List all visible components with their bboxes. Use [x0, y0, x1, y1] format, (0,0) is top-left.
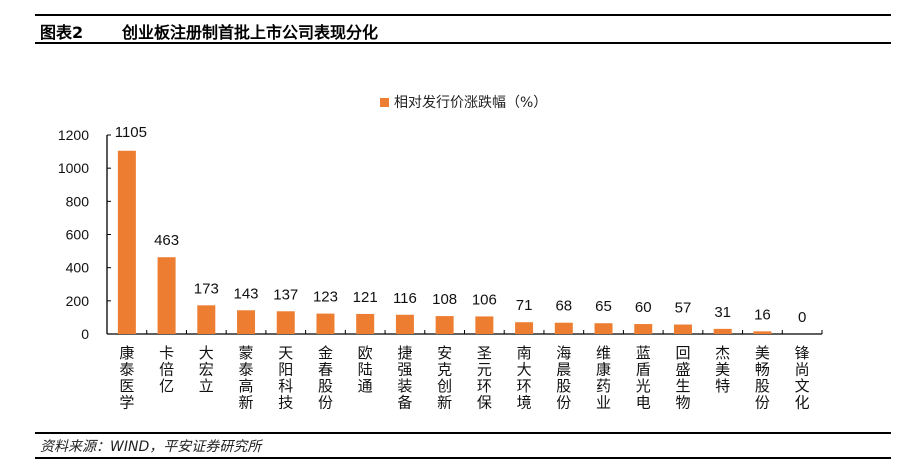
- category-label: 锋尚文化: [795, 345, 810, 412]
- bars: [117, 150, 772, 334]
- data-label: 57: [675, 300, 692, 317]
- data-label: 106: [472, 291, 497, 308]
- header-bottom-rule: [35, 42, 891, 44]
- bar: [316, 313, 335, 334]
- category-label: 回盛生物: [675, 345, 690, 412]
- data-label: 143: [234, 285, 259, 302]
- bar: [276, 311, 295, 334]
- category-label: 美畅股份: [755, 345, 770, 412]
- bar: [515, 322, 534, 334]
- data-label: 123: [313, 289, 338, 306]
- category-label: 天阳科技: [278, 345, 293, 412]
- figure-number: 图表2: [40, 23, 84, 42]
- y-tick-label: 0: [81, 326, 89, 342]
- legend-label: 相对发行价涨跌幅（%）: [394, 95, 548, 111]
- data-label: 1105: [115, 124, 147, 141]
- data-label: 137: [273, 286, 298, 303]
- data-label: 121: [353, 289, 378, 306]
- category-label: 南大环境: [517, 345, 532, 412]
- data-label: 173: [194, 280, 219, 297]
- bar: [475, 316, 494, 334]
- data-label: 116: [393, 290, 417, 307]
- category-label: 欧陆通: [358, 345, 373, 395]
- category-label: 卡倍亿: [159, 345, 174, 395]
- category-label: 海晨股份: [556, 345, 571, 412]
- bar: [237, 310, 256, 334]
- bar: [594, 323, 613, 334]
- data-label: 68: [555, 298, 572, 315]
- category-label: 捷强装备: [397, 345, 412, 412]
- data-label: 65: [595, 298, 612, 315]
- x-axis: [106, 330, 823, 335]
- footer-bottom-rule: [35, 457, 891, 459]
- y-tick-label: 600: [66, 227, 90, 243]
- data-label: 16: [754, 306, 771, 323]
- y-tick-label: 400: [66, 260, 90, 276]
- bar: [673, 324, 692, 334]
- chart-legend: 相对发行价涨跌幅（%）: [380, 92, 547, 112]
- bar: [117, 150, 136, 334]
- footer-top-rule: [35, 432, 891, 434]
- category-label: 大宏立: [199, 345, 214, 395]
- y-tick-label: 1000: [58, 160, 89, 176]
- bar: [713, 328, 732, 334]
- legend-swatch-icon: [380, 97, 389, 107]
- category-labels: 康泰医学 卡倍亿 大宏立 蒙泰高新 天阳科技 金春股份 欧陆通 捷强装备 安克创新 圣元环保 南大环…: [119, 345, 809, 412]
- bar: [753, 331, 772, 334]
- category-label: 杰美特: [715, 345, 730, 395]
- figure-title: 创业板注册制首批上市公司表现分化: [122, 23, 379, 42]
- source-note: 资料来源：WIND，平安证券研究所: [40, 439, 262, 455]
- data-label: 60: [635, 299, 652, 316]
- category-label: 蓝盾光电: [636, 345, 651, 412]
- data-label: 71: [516, 297, 533, 314]
- y-tick-label: 800: [66, 193, 90, 209]
- bar: [395, 314, 414, 334]
- bar: [157, 257, 176, 334]
- y-tick-label: 200: [66, 293, 90, 309]
- bar: [356, 313, 375, 334]
- y-axis: 0 200 400 600 800 1000 1200: [58, 127, 111, 342]
- bar: [554, 322, 573, 334]
- category-label: 金春股份: [318, 345, 333, 412]
- y-tick-label: 1200: [58, 127, 89, 143]
- figure-header: 图表2 创业板注册制首批上市公司表现分化: [40, 18, 378, 44]
- data-label: 463: [154, 232, 179, 249]
- data-labels: 1105 463 173 143 137 123 121 116 108 106 71 68 65 60 5…: [115, 124, 807, 326]
- category-label: 康泰医学: [119, 345, 134, 412]
- bar: [435, 316, 454, 334]
- category-label: 圣元环保: [477, 345, 492, 412]
- bar: [634, 324, 653, 334]
- data-label: 31: [714, 304, 731, 321]
- data-label: 0: [798, 309, 806, 326]
- category-label: 维康药业: [596, 345, 611, 412]
- category-label: 安克创新: [437, 345, 452, 412]
- header-top-rule: [35, 14, 891, 16]
- bar: [197, 305, 216, 334]
- data-label: 108: [432, 291, 457, 308]
- category-label: 蒙泰高新: [239, 345, 254, 412]
